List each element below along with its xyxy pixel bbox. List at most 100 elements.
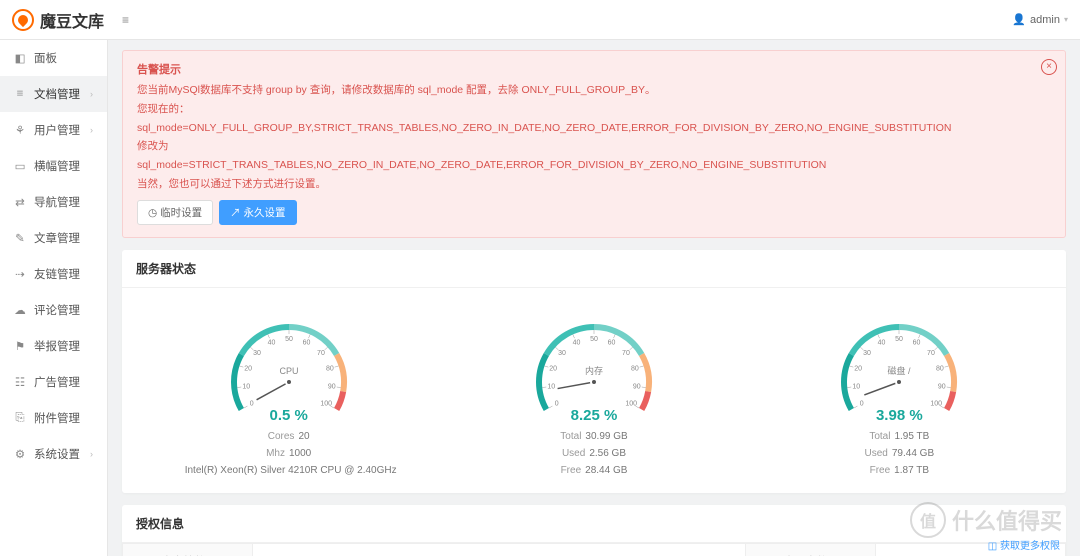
user-icon: 👤 (1012, 13, 1026, 26)
logo-icon (12, 9, 34, 31)
svg-text:50: 50 (895, 336, 903, 343)
user-name: admin (1030, 14, 1060, 26)
svg-text:30: 30 (863, 350, 871, 357)
sidebar-label: 面板 (34, 50, 57, 66)
svg-text:90: 90 (938, 384, 946, 391)
chevron-right-icon: › (90, 449, 93, 459)
chevron-right-icon: › (90, 125, 93, 135)
svg-text:20: 20 (855, 366, 863, 373)
svg-text:0: 0 (555, 401, 559, 408)
sidebar-label: 文档管理 (34, 86, 80, 102)
top-header: 魔豆文库 ≡ 👤 admin ▾ (0, 0, 1080, 40)
sidebar-item-8[interactable]: ⚑ 举报管理 (0, 328, 107, 364)
sidebar-label: 文章管理 (34, 230, 80, 246)
svg-text:20: 20 (244, 366, 252, 373)
gauge-value: 3.98 % (747, 407, 1052, 424)
gauge-info: Cores20Mhz1000Intel(R) Xeon(R) Silver 42… (136, 428, 441, 479)
alert-line: 您现在的： (137, 100, 1051, 119)
svg-text:50: 50 (285, 336, 293, 343)
gauge-value: 8.25 % (441, 407, 746, 424)
sidebar-item-4[interactable]: ⇄导航管理 (0, 184, 107, 220)
alert-line: 当然，您也可以通过下述方式进行设置。 (137, 175, 1051, 194)
sidebar-icon: ✎ (14, 231, 26, 245)
gauge-svg: 0102030405060708090100内存 (514, 302, 674, 412)
svg-text:30: 30 (253, 350, 261, 357)
chevron-right-icon: › (90, 89, 93, 99)
close-icon[interactable]: × (1041, 59, 1057, 75)
info-key: ⚘最大用户数 (745, 544, 875, 556)
sidebar-item-7[interactable]: ☁ 评论管理 (0, 292, 107, 328)
svg-text:60: 60 (608, 340, 616, 347)
chevron-down-icon: ▾ (1064, 15, 1068, 24)
sidebar-item-2[interactable]: ⚘ 用户管理 › (0, 112, 107, 148)
sidebar-icon: ⇢ (14, 267, 26, 281)
alert-line: sql_mode=STRICT_TRANS_TABLES,NO_ZERO_IN_… (137, 156, 1051, 175)
svg-text:磁盘 /: 磁盘 / (888, 365, 912, 376)
svg-text:80: 80 (936, 366, 944, 373)
svg-text:70: 70 (622, 350, 630, 357)
sidebar-label: 系统设置 (34, 446, 80, 462)
svg-text:70: 70 (317, 350, 325, 357)
sidebar-icon: ☷ (14, 375, 26, 389)
alert-line: sql_mode=ONLY_FULL_GROUP_BY,STRICT_TRANS… (137, 119, 1051, 138)
alert-line: 您当前MySQl数据库不支持 group by 查询，请修改数据库的 sql_m… (137, 81, 1051, 100)
alert-line: 修改为 (137, 137, 1051, 156)
svg-text:40: 40 (267, 340, 275, 347)
gauge-内存: 0102030405060708090100内存8.25 %Total30.99… (441, 302, 746, 479)
user-menu[interactable]: 👤 admin ▾ (1012, 13, 1068, 26)
svg-text:10: 10 (853, 384, 861, 391)
perm-set-button[interactable]: ↗ 永久设置 (219, 200, 296, 225)
footer-link[interactable]: ◫ 获取更多权限 (988, 537, 1060, 552)
svg-text:CPU: CPU (279, 366, 298, 376)
panel-title: 服务器状态 (122, 250, 1066, 288)
sidebar-icon: ⚑ (14, 339, 26, 353)
menu-toggle-icon[interactable]: ≡ (122, 13, 129, 27)
svg-text:70: 70 (927, 350, 935, 357)
svg-text:80: 80 (326, 366, 334, 373)
svg-text:20: 20 (549, 366, 557, 373)
svg-text:40: 40 (878, 340, 886, 347)
svg-text:90: 90 (633, 384, 641, 391)
sidebar-item-6[interactable]: ⇢ 友链管理 (0, 256, 107, 292)
sidebar-label: 广告管理 (34, 374, 80, 390)
svg-text:内存: 内存 (585, 365, 603, 376)
logo[interactable]: 魔豆文库 (12, 8, 104, 32)
sidebar-icon: ≡ (14, 88, 26, 100)
svg-text:60: 60 (302, 340, 310, 347)
sidebar-label: 举报管理 (34, 338, 80, 354)
logo-text: 魔豆文库 (40, 8, 104, 32)
sidebar-item-0[interactable]: ◧ 面板 (0, 40, 107, 76)
svg-text:30: 30 (558, 350, 566, 357)
server-status-panel: 服务器状态 0102030405060708090100CPU0.5 %Core… (122, 250, 1066, 493)
sidebar-icon: ⎘ (14, 412, 26, 425)
temp-set-button[interactable]: ◷ 临时设置 (137, 200, 213, 225)
info-value: 不限 (253, 544, 746, 556)
main-content: × 告警提示 您当前MySQl数据库不支持 group by 查询，请修改数据库… (108, 40, 1080, 556)
svg-text:100: 100 (625, 401, 637, 408)
sidebar-item-11[interactable]: ⚙ 系统设置 › (0, 436, 107, 472)
gauge-value: 0.5 % (136, 407, 441, 424)
sidebar-icon: ◧ (14, 51, 26, 65)
sidebar-item-3[interactable]: ▭横幅管理 (0, 148, 107, 184)
sidebar-icon: ⚙ (14, 447, 26, 461)
svg-text:80: 80 (631, 366, 639, 373)
sidebar-item-10[interactable]: ⎘ 附件管理 (0, 400, 107, 436)
svg-text:0: 0 (249, 401, 253, 408)
gauge-svg: 0102030405060708090100CPU (209, 302, 369, 412)
sidebar-item-1[interactable]: ≡ 文档管理 › (0, 76, 107, 112)
sidebar-icon: ☁ (14, 303, 26, 317)
sidebar-icon: ⚘ (14, 123, 26, 137)
svg-text:10: 10 (547, 384, 555, 391)
svg-text:60: 60 (913, 340, 921, 347)
sidebar: ◧ 面板 ≡ 文档管理 › ⚘ 用户管理 › ▭横幅管理⇄导航管理 ✎ 文章管理 ⇢ 友链管理 ☁ 评论管理… (0, 40, 108, 556)
sidebar-label: 用户管理 (34, 122, 80, 138)
sidebar-label: 附件管理 (34, 410, 80, 426)
sidebar-icon: ▭ (14, 159, 26, 173)
sidebar-item-9[interactable]: ☷ 广告管理 (0, 364, 107, 400)
sidebar-label: 友链管理 (34, 266, 80, 282)
svg-text:100: 100 (320, 401, 332, 408)
sidebar-item-5[interactable]: ✎ 文章管理 (0, 220, 107, 256)
panel-title: 授权信息 (122, 505, 1066, 543)
sidebar-label: 评论管理 (34, 302, 80, 318)
alert-title: 告警提示 (137, 61, 1051, 81)
